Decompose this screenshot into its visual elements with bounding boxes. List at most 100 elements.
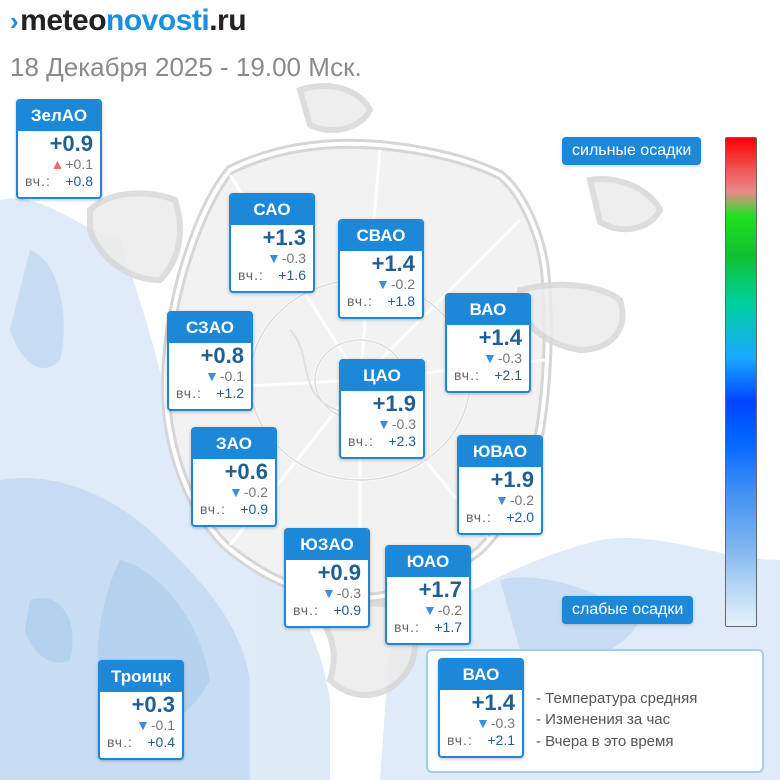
district-yesterday-value: +0.4: [147, 734, 175, 750]
district-card-zao[interactable]: ЗАО +0.6 ▼-0.2 вч.: +0.9: [191, 427, 277, 527]
district-card-yuvao[interactable]: ЮВАО +1.9 ▼-0.2 вч.: +2.0: [457, 435, 543, 535]
district-hourly-change: ▼-0.3: [341, 416, 423, 432]
district-hourly-change-value: -0.1: [219, 368, 244, 384]
logo-mark-icon: ›: [10, 5, 19, 36]
district-hourly-change-value: -0.3: [391, 416, 416, 432]
district-yesterday: вч.: +2.1: [447, 366, 529, 384]
triangle-down-icon: ▼: [136, 717, 150, 733]
forecast-date: 18 Декабря 2025 - 19.00 Мск.: [10, 52, 362, 82]
legend-sample-name: ВАО: [440, 660, 522, 690]
district-name: ЮАО: [387, 547, 469, 577]
district-yesterday: вч.: +1.8: [340, 292, 422, 310]
logo-text-part3: .ru: [209, 4, 247, 37]
yesterday-label: вч.:: [238, 267, 264, 283]
district-yesterday-value: +1.6: [278, 267, 306, 283]
triangle-down-icon: ▼: [322, 585, 336, 601]
district-name: ЮЗАО: [286, 530, 368, 560]
district-yesterday-value: +2.0: [506, 509, 534, 525]
district-card-vao[interactable]: ВАО +1.4 ▼-0.3 вч.: +2.1: [445, 293, 531, 393]
yesterday-label: вч.:: [25, 173, 51, 189]
district-hourly-change: ▼-0.2: [387, 602, 469, 618]
district-yesterday-value: +1.7: [434, 619, 462, 635]
triangle-down-icon: ▼: [423, 602, 437, 618]
district-hourly-change-value: -0.3: [336, 585, 361, 601]
legend-line-change: - Изменения за час: [536, 711, 671, 728]
district-temperature: +1.4: [478, 325, 522, 350]
district-hourly-change: ▼-0.3: [447, 350, 529, 366]
district-yesterday: вч.: +2.0: [459, 508, 541, 526]
district-card-zelao[interactable]: ЗелАО +0.9 ▲+0.1 вч.: +0.8: [16, 99, 102, 199]
district-yesterday: вч.: +1.2: [169, 384, 251, 402]
yesterday-label: вч.:: [447, 732, 473, 748]
district-name: ЦАО: [341, 361, 423, 391]
district-yesterday: вч.: +0.9: [193, 500, 275, 518]
district-card-sao[interactable]: САО +1.3 ▼-0.3 вч.: +1.6: [229, 193, 315, 293]
district-card-yuzao[interactable]: ЮЗАО +0.9 ▼-0.3 вч.: +0.9: [284, 528, 370, 628]
district-hourly-change: ▼-0.1: [169, 368, 251, 384]
yesterday-label: вч.:: [107, 734, 133, 750]
district-yesterday: вч.: +0.9: [286, 601, 368, 619]
district-hourly-change: ▼-0.1: [100, 717, 182, 733]
heavy-precipitation-label: сильные осадки: [562, 137, 702, 165]
legend-sample-temp: +1.4: [471, 690, 515, 715]
district-hourly-change-value: -0.3: [281, 250, 306, 266]
district-temperature: +0.3: [131, 692, 175, 717]
district-yesterday: вч.: +0.8: [18, 172, 100, 190]
district-card-cao[interactable]: ЦАО +1.9 ▼-0.3 вч.: +2.3: [339, 359, 425, 459]
legend-sample-card: ВАО +1.4 ▼-0.3 вч.: +2.1: [438, 658, 524, 758]
yesterday-label: вч.:: [466, 509, 492, 525]
district-hourly-change-value: -0.1: [150, 717, 175, 733]
district-yesterday: вч.: +1.7: [387, 618, 469, 636]
triangle-down-icon: ▼: [205, 368, 219, 384]
district-card-yuao[interactable]: ЮАО +1.7 ▼-0.2 вч.: +1.7: [385, 545, 471, 645]
legend-sample-yesterday-value: +2.1: [487, 732, 515, 748]
district-yesterday-value: +0.9: [240, 501, 268, 517]
precipitation-color-scale: [725, 137, 757, 627]
legend-line-yesterday: - Вчера в это время: [536, 733, 674, 750]
district-yesterday-value: +1.2: [216, 385, 244, 401]
yesterday-label: вч.:: [200, 501, 226, 517]
triangle-up-icon: ▲: [50, 156, 65, 172]
triangle-down-icon: ▼: [267, 250, 281, 266]
yesterday-label: вч.:: [394, 619, 420, 635]
district-temperature: +1.3: [262, 225, 306, 250]
district-name: САО: [231, 195, 313, 225]
yesterday-label: вч.:: [348, 433, 374, 449]
light-precipitation-label: слабые осадки: [562, 596, 694, 624]
district-hourly-change: ▼-0.3: [231, 250, 313, 266]
district-hourly-change-value: -0.2: [390, 276, 415, 292]
district-temperature: +0.8: [200, 343, 244, 368]
site-logo[interactable]: › meteo novosti .ru: [10, 4, 247, 38]
district-card-troitsk[interactable]: Троицк +0.3 ▼-0.1 вч.: +0.4: [98, 660, 184, 760]
district-temperature: +0.9: [317, 560, 361, 585]
district-name: ЮВАО: [459, 437, 541, 467]
district-name: СЗАО: [169, 313, 251, 343]
district-yesterday: вч.: +1.6: [231, 266, 313, 284]
district-hourly-change: ▼-0.2: [193, 484, 275, 500]
district-hourly-change: ▼-0.3: [286, 585, 368, 601]
district-name: ВАО: [447, 295, 529, 325]
district-hourly-change: ▲+0.1: [18, 156, 100, 172]
district-yesterday-value: +1.8: [387, 293, 415, 309]
logo-text-part2: novosti: [106, 4, 210, 37]
district-yesterday: вч.: +0.4: [100, 733, 182, 751]
triangle-down-icon: ▼: [476, 715, 490, 731]
triangle-down-icon: ▼: [376, 276, 390, 292]
yesterday-label: вч.:: [347, 293, 373, 309]
yesterday-label: вч.:: [293, 602, 319, 618]
district-card-svao[interactable]: СВАО +1.4 ▼-0.2 вч.: +1.8: [338, 219, 424, 319]
yesterday-label: вч.:: [454, 367, 480, 383]
legend-sample-yesterday: вч.: +2.1: [440, 731, 522, 749]
district-hourly-change-value: -0.2: [509, 492, 534, 508]
district-hourly-change-value: -0.3: [497, 350, 522, 366]
district-yesterday-value: +2.1: [494, 367, 522, 383]
district-card-szao[interactable]: СЗАО +0.8 ▼-0.1 вч.: +1.2: [167, 311, 253, 411]
district-yesterday-value: +0.8: [65, 173, 93, 189]
district-hourly-change-value: +0.1: [65, 156, 93, 172]
district-temperature: +1.9: [490, 467, 534, 492]
district-yesterday-value: +0.9: [333, 602, 361, 618]
triangle-down-icon: ▼: [495, 492, 509, 508]
district-temperature: +0.6: [224, 459, 268, 484]
logo-text-part1: meteo: [20, 4, 107, 37]
district-hourly-change: ▼-0.2: [459, 492, 541, 508]
